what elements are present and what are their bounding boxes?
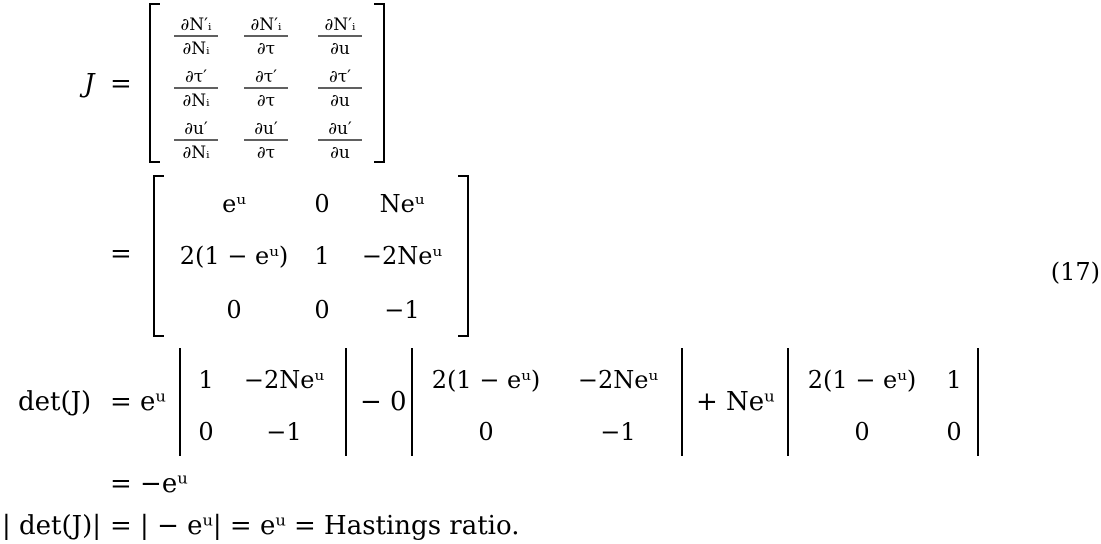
frac-den-r2c3: ∂u [330, 91, 350, 111]
equation-number: (17) [1051, 258, 1100, 286]
op-minus-zero: − 0 [360, 387, 407, 417]
minor2-r1c2: −2Neᵘ [578, 366, 659, 394]
frac-num-r2c2: ∂τ′ [255, 67, 277, 87]
frac-num-r1c3: ∂N′ᵢ [325, 15, 357, 35]
minor3-r1c2: 1 [946, 366, 961, 394]
frac-num-r3c2: ∂u′ [254, 119, 278, 139]
frac-num-r2c1: ∂τ′ [185, 67, 207, 87]
minor-1: 1 −2Neᵘ 0 −1 [179, 348, 347, 456]
minor3-r2c2: 0 [946, 418, 961, 446]
det-result: = −eᵘ [110, 469, 188, 499]
frac-num-r2c3: ∂τ′ [329, 67, 351, 87]
frac-den-r3c1: ∂Nᵢ [182, 143, 210, 163]
minor3-r1c1: 2(1 − eᵘ) [808, 366, 916, 394]
frac-den-r1c2: ∂τ [257, 39, 275, 59]
minor1-r1c1: 1 [198, 366, 213, 394]
minor-2: 2(1 − eᵘ) −2Neᵘ 0 −1 [411, 348, 683, 456]
cell-r1c3: Neᵘ [380, 190, 425, 218]
cell-r3c1: 0 [226, 296, 241, 324]
left-bracket [149, 3, 160, 163]
cell-r1c1: eᵘ [222, 190, 246, 218]
cell-r2c1: 2(1 − eᵘ) [180, 242, 288, 270]
minor-3: 2(1 − eᵘ) 1 0 0 [787, 348, 979, 456]
numeric-matrix: eᵘ 0 Neᵘ 2(1 − eᵘ) 1 −2Neᵘ 0 0 −1 [153, 175, 469, 337]
op-plus-neu: + Neᵘ [696, 387, 775, 417]
frac-num-r1c1: ∂N′ᵢ [181, 15, 213, 35]
symbolic-matrix: ∂N′ᵢ ∂Nᵢ ∂N′ᵢ ∂τ ∂N′ᵢ ∂u ∂τ′ ∂Nᵢ ∂τ′ ∂τ ∂τ′ ∂u ∂u′ ∂N… [149, 3, 385, 163]
frac-num-r3c3: ∂u′ [328, 119, 352, 139]
minor2-r2c1: 0 [478, 418, 493, 446]
frac-den-r1c1: ∂Nᵢ [182, 39, 210, 59]
lhs-absdet: | det(J)| [2, 511, 101, 541]
frac-den-r3c2: ∂τ [257, 143, 275, 163]
lhs-J: J [79, 69, 96, 99]
final-line: = | − eᵘ| = eᵘ = Hastings ratio. [110, 511, 519, 541]
equals-1: = [110, 69, 132, 99]
left-bracket [153, 175, 164, 337]
right-bracket [458, 175, 469, 337]
minor2-r1c1: 2(1 − eᵘ) [432, 366, 540, 394]
cell-r3c3: −1 [384, 296, 419, 324]
lhs-detJ: det(J) [18, 387, 91, 417]
cell-r3c2: 0 [314, 296, 329, 324]
frac-den-r2c2: ∂τ [257, 91, 275, 111]
frac-den-r1c3: ∂u [330, 39, 350, 59]
minor1-r2c1: 0 [198, 418, 213, 446]
minor1-r2c2: −1 [266, 418, 301, 446]
frac-num-r1c2: ∂N′ᵢ [251, 15, 283, 35]
frac-den-r2c1: ∂Nᵢ [182, 91, 210, 111]
equals-3: = [110, 387, 132, 417]
frac-num-r3c1: ∂u′ [184, 119, 208, 139]
frac-den-r3c3: ∂u [330, 143, 350, 163]
minor1-r1c2: −2Neᵘ [244, 366, 325, 394]
cell-r2c2: 1 [314, 242, 329, 270]
minor3-r2c1: 0 [854, 418, 869, 446]
cell-r1c2: 0 [314, 190, 329, 218]
equals-2: = [110, 239, 132, 269]
minor2-r2c2: −1 [600, 418, 635, 446]
coef-1: eᵘ [140, 387, 166, 417]
cell-r2c3: −2Neᵘ [362, 242, 443, 270]
right-bracket [374, 3, 385, 163]
